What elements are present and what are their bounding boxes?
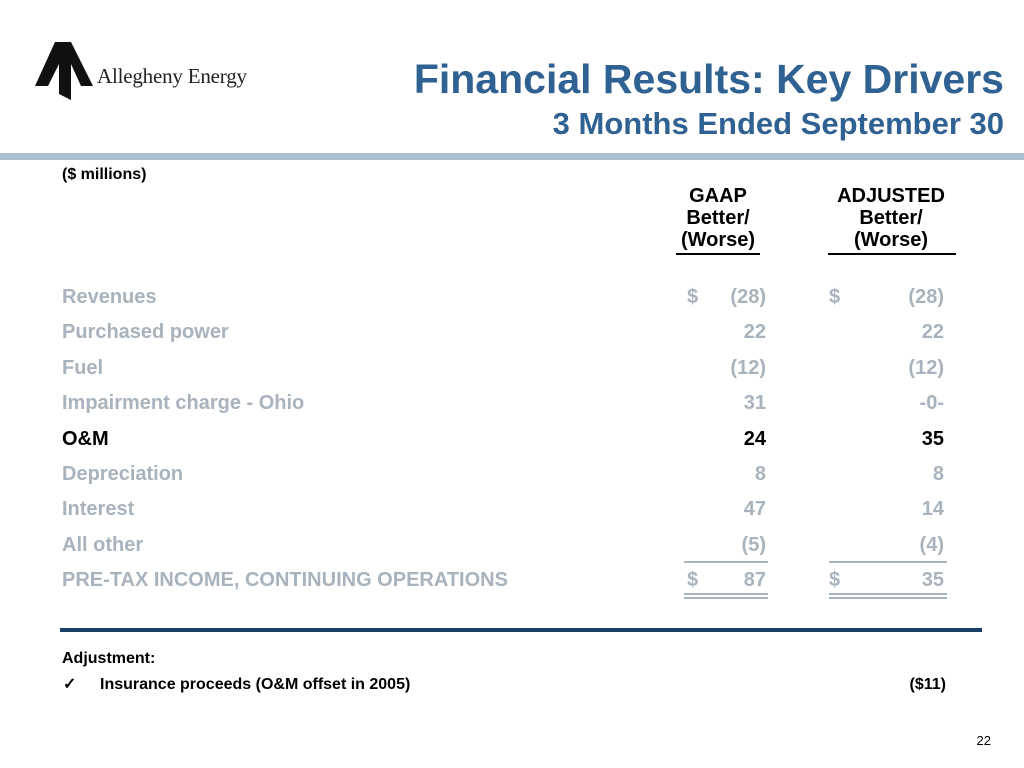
column-header-line: (Worse)	[680, 229, 756, 251]
row-label: All other	[62, 534, 144, 556]
adjusted-value: (28)	[908, 286, 944, 308]
adjusted-value: 35	[921, 428, 944, 450]
page-title: Financial Results: Key Drivers	[413, 56, 1004, 102]
total-double-rule	[829, 597, 947, 599]
adjusted-value: (12)	[908, 357, 944, 379]
column-header-line: Better/	[686, 207, 750, 229]
company-logo: Allegheny Energy	[33, 42, 263, 102]
header-band	[0, 153, 1024, 160]
table-row: Depreciation 8 8	[62, 463, 962, 493]
gaap-value: 31	[743, 392, 766, 414]
company-name: Allegheny Energy	[97, 64, 247, 88]
table-row-total: PRE-TAX INCOME, CONTINUING OPERATIONS $ …	[62, 569, 962, 599]
row-label: Purchased power	[62, 321, 229, 343]
section-divider	[60, 628, 982, 632]
currency-symbol: $	[687, 286, 699, 308]
row-label: Interest	[62, 498, 135, 520]
column-header-gaap: GAAP Better/ (Worse)	[668, 185, 768, 251]
allegheny-logo-icon	[35, 42, 93, 100]
row-label: PRE-TAX INCOME, CONTINUING OPERATIONS	[62, 569, 508, 591]
column-underline	[676, 253, 760, 255]
row-label: Fuel	[62, 357, 104, 379]
currency-symbol: $	[829, 569, 841, 591]
gaap-value: (28)	[730, 286, 766, 308]
row-label: Impairment charge - Ohio	[62, 392, 305, 414]
table-row: Impairment charge - Ohio 31 -0-	[62, 392, 962, 422]
column-header-line: (Worse)	[853, 229, 929, 251]
gaap-value: (5)	[741, 534, 766, 556]
adjusted-value: -0-	[919, 392, 944, 414]
units-label: ($ millions)	[62, 166, 147, 183]
total-double-rule	[829, 593, 947, 595]
gaap-value: 8	[754, 463, 766, 485]
adjustment-value: ($11)	[909, 676, 946, 693]
subtotal-rule	[684, 561, 768, 563]
gaap-value: 22	[743, 321, 766, 343]
column-underline	[828, 253, 956, 255]
subtotal-rule	[829, 561, 947, 563]
total-double-rule	[684, 597, 768, 599]
currency-symbol: $	[687, 569, 699, 591]
column-header-adjusted: ADJUSTED Better/ (Worse)	[818, 185, 964, 251]
table-row-highlighted: O&M 24 35	[62, 428, 962, 458]
gaap-value: 87	[743, 569, 766, 591]
checkmark-icon: ✓	[63, 676, 77, 693]
table-row: Fuel (12) (12)	[62, 357, 962, 387]
adjusted-value: 14	[921, 498, 944, 520]
table-row: Revenues $ (28) $ (28)	[62, 286, 962, 316]
table-row: Interest 47 14	[62, 498, 962, 528]
adjustment-item: Insurance proceeds (O&M offset in 2005)	[100, 676, 411, 693]
row-label: Revenues	[62, 286, 157, 308]
gaap-value: 24	[743, 428, 766, 450]
row-label: O&M	[62, 428, 109, 450]
gaap-value: (12)	[730, 357, 766, 379]
currency-symbol: $	[829, 286, 841, 308]
adjusted-value: 8	[932, 463, 944, 485]
adjustment-title: Adjustment:	[62, 650, 156, 667]
adjusted-value: (4)	[919, 534, 944, 556]
gaap-value: 47	[743, 498, 766, 520]
column-header-line: ADJUSTED	[837, 185, 945, 207]
column-header-line: Better/	[859, 207, 923, 229]
total-double-rule	[684, 593, 768, 595]
table-row: All other (5) (4)	[62, 534, 962, 564]
adjusted-value: 35	[921, 569, 944, 591]
column-header-line: GAAP	[689, 185, 747, 207]
row-label: Depreciation	[62, 463, 184, 485]
page-number: 22	[976, 733, 991, 748]
table-row: Purchased power 22 22	[62, 321, 962, 351]
page-subtitle: 3 Months Ended September 30	[552, 106, 1004, 141]
adjusted-value: 22	[921, 321, 944, 343]
